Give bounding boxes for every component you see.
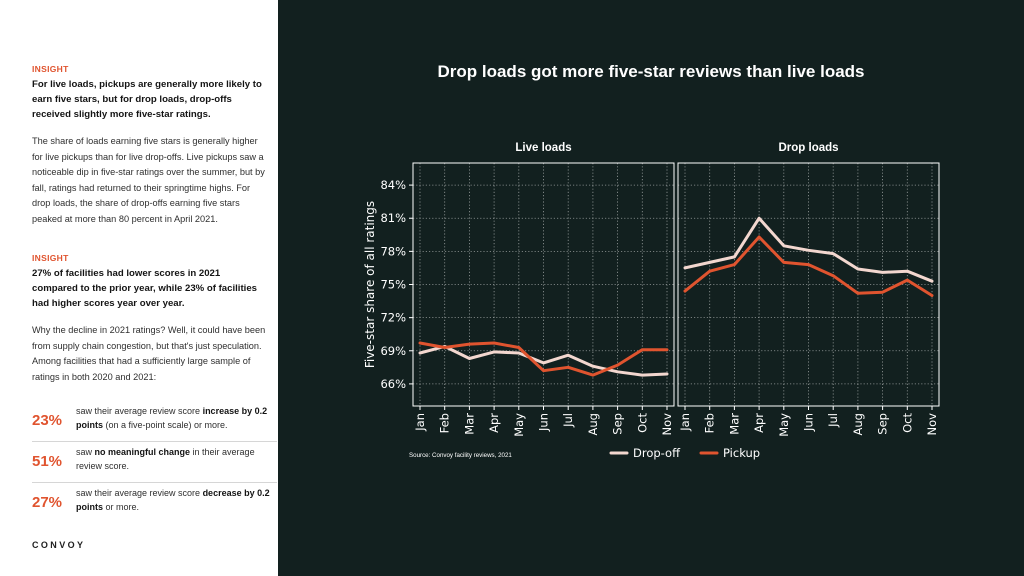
- y-tick-label: 81%: [380, 211, 406, 225]
- x-tick-label: May: [512, 413, 526, 437]
- x-tick-label: Feb: [703, 413, 717, 433]
- convoy-logo: CONVOY: [32, 540, 86, 550]
- y-tick-label: 75%: [380, 278, 406, 292]
- y-axis-label: Five-star share of all ratings: [363, 201, 377, 368]
- stat-description: saw their average review score increase …: [76, 406, 268, 430]
- x-tick-label: Aug: [586, 413, 600, 435]
- stat-percent: 27%: [32, 494, 63, 511]
- x-tick-label: Jun: [537, 413, 551, 432]
- legend-label: Pickup: [723, 446, 760, 460]
- x-tick-label: Sep: [611, 413, 625, 435]
- x-tick-label: Apr: [487, 413, 501, 433]
- chart-area: Drop loads got more five-star reviews th…: [278, 0, 1024, 576]
- x-tick-label: Feb: [438, 413, 452, 433]
- stat-percent: 23%: [32, 412, 63, 429]
- y-tick-label: 69%: [380, 344, 406, 358]
- series-line-pickup: [418, 341, 669, 377]
- stat-description: saw no meaningful change in their averag…: [76, 447, 255, 471]
- y-tick-label: 72%: [380, 311, 406, 325]
- x-tick-label: Apr: [752, 413, 766, 433]
- stat-row: 51% saw no meaningful change in their av…: [32, 445, 277, 483]
- x-tick-label: May: [777, 413, 791, 437]
- x-tick-label: Mar: [462, 413, 476, 435]
- insight-headline: For live loads, pickups are generally mo…: [32, 79, 262, 120]
- x-tick-label: Oct: [635, 413, 649, 433]
- x-tick-label: Sep: [876, 413, 890, 435]
- series-line-drop-off: [683, 216, 934, 283]
- x-tick-label: Jul: [826, 413, 840, 428]
- x-tick-label: Nov: [660, 413, 674, 436]
- y-tick-label: 78%: [380, 244, 406, 258]
- insight-label: INSIGHT: [32, 253, 69, 263]
- x-tick-label: Jan: [413, 413, 427, 432]
- panel-title: Drop loads: [778, 142, 838, 154]
- chart-title: Drop loads got more five-star reviews th…: [437, 62, 865, 81]
- x-tick-label: Mar: [727, 413, 741, 435]
- x-tick-label: Oct: [900, 413, 914, 433]
- y-tick-label: 66%: [380, 377, 406, 391]
- line-chart: Jan Feb Mar Apr May Jun Jul Aug Sep Oct Nov Live lo…: [363, 142, 940, 460]
- insight-body: Why the decline in 2021 ratings? Well, i…: [32, 325, 266, 382]
- insight-sidebar: INSIGHT For live loads, pickups are gene…: [0, 0, 278, 576]
- source-note: Source: Convoy facility reviews, 2021: [409, 452, 512, 459]
- x-tick-label: Jun: [802, 413, 816, 432]
- y-tick-label: 84%: [380, 178, 406, 192]
- insight-label: INSIGHT: [32, 64, 69, 74]
- x-tick-label: Jan: [678, 413, 692, 432]
- series-line-drop-off: [418, 344, 669, 377]
- stat-row: 23% saw their average review score incre…: [32, 404, 277, 442]
- x-tick-label: Jul: [561, 413, 575, 428]
- x-tick-label: Aug: [851, 413, 865, 435]
- panel-title: Live loads: [515, 142, 571, 154]
- legend-label: Drop-off: [633, 446, 681, 460]
- stat-row: 27% saw their average review score decre…: [32, 486, 277, 524]
- insight-body: The share of loads earning five stars is…: [32, 136, 265, 224]
- x-tick-label: Nov: [925, 413, 939, 436]
- stat-percent: 51%: [32, 453, 63, 470]
- series-line-pickup: [683, 235, 934, 297]
- stat-description: saw their average review score decrease …: [76, 488, 270, 512]
- insight-headline: 27% of facilities had lower scores in 20…: [32, 268, 257, 309]
